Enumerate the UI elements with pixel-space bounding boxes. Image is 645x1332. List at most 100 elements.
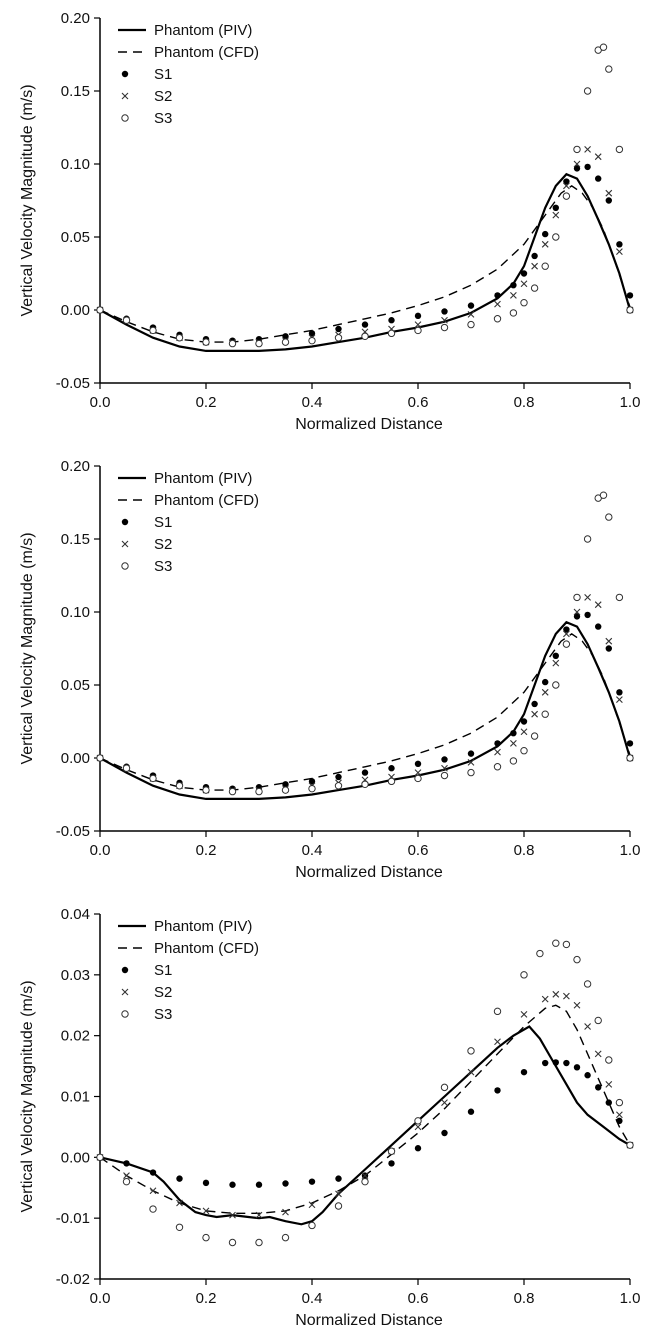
data-point [334, 334, 343, 342]
data-point [530, 732, 539, 740]
data-point [563, 630, 570, 638]
x-tick-label: 0.4 [302, 1290, 323, 1307]
data-point-stroke [584, 594, 591, 601]
data-point-stroke [531, 262, 538, 270]
data-point [361, 1172, 369, 1179]
data-point [414, 321, 422, 328]
data-point [563, 182, 570, 190]
data-point [335, 1190, 342, 1198]
series-1 [99, 172, 632, 352]
data-point [229, 1211, 236, 1219]
data-point [308, 784, 316, 793]
data-point [584, 1072, 591, 1079]
legend-item-4: S2 [121, 536, 172, 553]
data-point [467, 768, 475, 777]
data-point [441, 308, 448, 315]
data-point-stroke [594, 153, 602, 161]
data-point [584, 163, 591, 171]
data-point [467, 1047, 475, 1055]
data-point [605, 645, 612, 652]
data-point [552, 211, 560, 219]
data-point [552, 659, 560, 667]
y-axis-title: Vertical Velocity Magnitude (m/s) [19, 980, 36, 1212]
legend-item-2: Phantom (CFD) [118, 492, 259, 509]
data-point-stroke [520, 1010, 528, 1018]
data-point [308, 336, 316, 345]
data-point [414, 774, 422, 783]
data-point [542, 1059, 549, 1067]
data-point [541, 710, 549, 718]
data-point [599, 43, 608, 51]
data-point-stroke [467, 310, 475, 318]
series-4 [96, 594, 634, 794]
data-point [228, 787, 237, 796]
data-point-stroke [308, 1201, 316, 1209]
series-5 [96, 939, 634, 1247]
legend-label: Phantom (CFD) [154, 44, 259, 61]
data-point [520, 728, 528, 736]
data-point-stroke [573, 1001, 581, 1009]
data-point [121, 70, 129, 78]
data-point [605, 1080, 613, 1088]
data-point [121, 114, 129, 122]
data-point [149, 1169, 157, 1176]
legend-label: S3 [154, 558, 172, 575]
data-point [494, 300, 501, 308]
data-point-stroke [616, 696, 623, 703]
data-point-stroke [361, 1172, 369, 1179]
legend-label: S2 [154, 984, 172, 1001]
data-point [605, 1099, 612, 1106]
data-point [494, 292, 501, 299]
y-tick-label: 0.01 [61, 1089, 90, 1106]
legend-label: S2 [154, 536, 172, 553]
data-point [335, 1175, 342, 1182]
legend-label: S1 [154, 514, 172, 531]
data-point [121, 562, 129, 570]
data-point [414, 1145, 422, 1152]
legend-item-5: S3 [121, 110, 172, 127]
data-point [541, 240, 549, 248]
series-4 [96, 146, 634, 346]
data-point-stroke [255, 1211, 263, 1219]
legend-item-5: S3 [121, 558, 172, 575]
data-point-stroke [229, 1211, 236, 1219]
series-line [99, 620, 632, 800]
data-point-stroke [552, 990, 560, 998]
data-point [493, 1007, 502, 1016]
data-point [520, 270, 528, 277]
legend: Phantom (PIV) Phantom (CFD) S1 S2 S3 [118, 22, 259, 127]
data-point [176, 1175, 183, 1182]
series-line [99, 633, 631, 791]
data-point-stroke [414, 1123, 422, 1131]
data-point [122, 316, 131, 324]
data-point-stroke [563, 992, 570, 1000]
data-point-stroke [605, 1080, 613, 1088]
data-point [541, 262, 549, 270]
data-point [175, 782, 184, 790]
x-axis-title: Normalized Distance [295, 1312, 443, 1329]
data-point [605, 513, 613, 521]
data-point [361, 780, 369, 788]
data-point [520, 280, 528, 288]
data-point [520, 971, 528, 979]
data-point [282, 333, 289, 340]
y-tick-label: -0.05 [56, 823, 90, 840]
chart-panel-1: 0.0 0.2 0.4 0.6 0.8 1.0 -0.05 0.00 0.05 0.10 0.15 0… [19, 10, 640, 433]
y-tick-label: 0.10 [61, 604, 90, 621]
data-point-stroke [531, 710, 538, 718]
y-tick-label: 0.05 [61, 229, 90, 246]
data-point [388, 317, 395, 324]
data-point [510, 292, 517, 299]
data-point [123, 1172, 130, 1179]
y-tick-label: 0.03 [61, 967, 90, 984]
data-point [493, 315, 502, 323]
legend-label: Phantom (PIV) [154, 918, 252, 935]
x-axis-title: Normalized Distance [295, 416, 443, 433]
data-point-stroke [510, 740, 517, 747]
data-point-stroke [414, 769, 422, 776]
data-point [467, 302, 475, 309]
data-point [494, 1038, 501, 1046]
data-point [563, 1059, 570, 1067]
data-point [441, 316, 448, 324]
data-point [335, 325, 342, 333]
